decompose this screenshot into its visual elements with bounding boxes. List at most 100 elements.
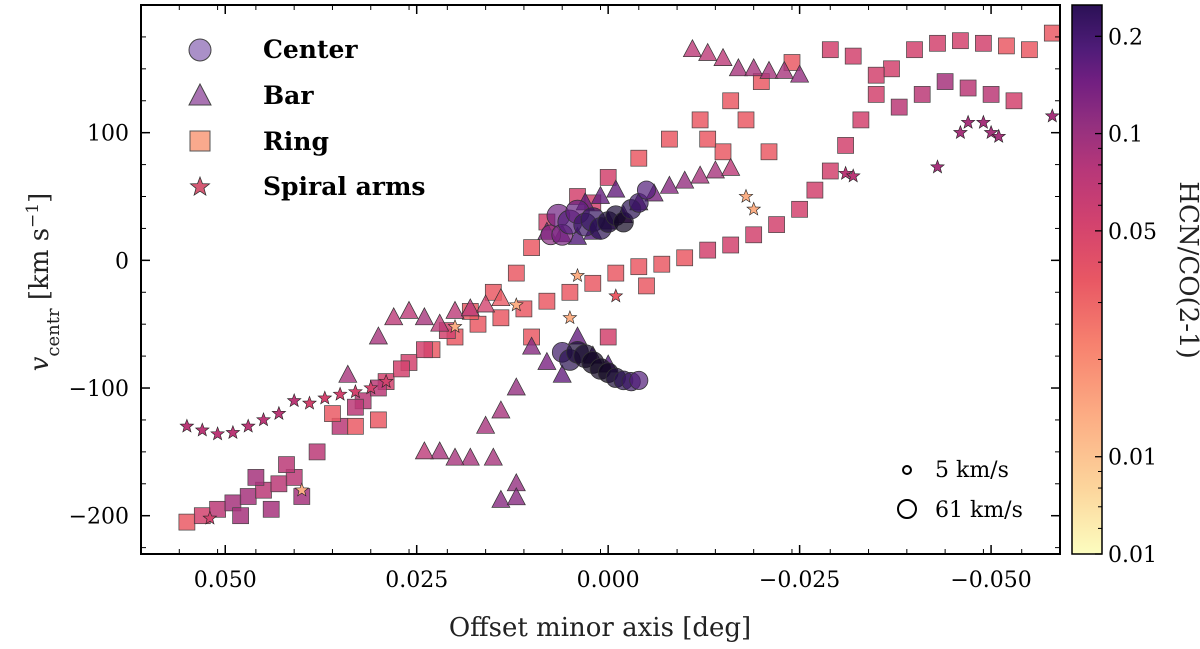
- spiral-arms-point-13: [378, 373, 394, 388]
- ring-point-39: [867, 86, 885, 103]
- y-axis-title-subscript: centr: [43, 308, 64, 357]
- bar-point-47: [368, 326, 388, 345]
- bar-point-43: [414, 307, 434, 326]
- y-axis-title: vcentr [km s−1]: [23, 193, 64, 372]
- ring-point-61: [661, 130, 678, 148]
- spiral-arms-point-11: [347, 384, 363, 399]
- legend-marker-bar: [188, 82, 212, 106]
- ring-point-35: [806, 181, 824, 199]
- colorbar-ticks: 0.2 0.1 0.05 0.01 0.01: [1095, 25, 1157, 568]
- bar-point-18: [713, 47, 733, 66]
- spiral-arms-point-28: [975, 114, 991, 129]
- x-axis: 0.050 0.025 0.000 −0.025 −0.050: [140, 5, 1061, 593]
- ring-point-13: [308, 443, 326, 461]
- ring-point-59: [722, 92, 740, 110]
- ring-point-81: [714, 143, 732, 161]
- bar-point-14: [590, 185, 611, 204]
- spiral-arms-point-18: [562, 309, 578, 325]
- ring-point-53: [1005, 92, 1023, 110]
- size-legend-large-marker: [897, 499, 917, 519]
- bar-point-15: [606, 179, 626, 198]
- ring-point-36: [821, 162, 839, 180]
- ring-point-44: [975, 34, 992, 52]
- bar-point-33: [460, 447, 480, 466]
- bar-point-21: [759, 60, 779, 79]
- center-point-13: [636, 180, 656, 200]
- ring-point-33: [768, 216, 785, 233]
- x-tick-label: 0.050: [194, 568, 257, 593]
- x-tick-label: 0.000: [577, 568, 640, 593]
- ring-point-43: [952, 32, 969, 50]
- colorbar-tick-label: 0.1: [1108, 123, 1143, 148]
- colorbar: 0.2 0.1 0.05 0.01 0.01 HCN/CO(2-1): [1071, 4, 1200, 568]
- spiral-arms-point-24: [845, 168, 861, 183]
- bar-point-25: [537, 351, 557, 370]
- spiral-arms-point-21: [738, 188, 754, 203]
- y-axis-title-superscript: −1: [23, 203, 43, 228]
- bar-point-17: [698, 42, 718, 61]
- y-tick-label: 100: [87, 122, 129, 147]
- y-tick-label: 0: [115, 249, 129, 274]
- bar-point-45: [476, 294, 496, 313]
- bar-point-42: [430, 313, 450, 332]
- spiral-arms-point-2: [210, 426, 226, 441]
- ring-point-75: [324, 405, 341, 422]
- colorbar-gradient: [1071, 4, 1103, 555]
- bar-point-48: [338, 364, 358, 383]
- ring-point-45: [998, 37, 1015, 55]
- ring-point-66: [523, 239, 540, 256]
- spiral-arms-point-26: [952, 124, 968, 140]
- ring-point-31: [722, 236, 740, 254]
- spiral-arms-point-30: [991, 128, 1007, 143]
- spiral-arms-point-23: [838, 165, 854, 180]
- x-tick-label: 0.025: [385, 568, 448, 593]
- spiral-arms-point-15: [294, 482, 310, 497]
- legend-label-bar: Bar: [263, 81, 314, 110]
- spiral-arms-point-8: [302, 395, 317, 410]
- ring-point-76: [347, 417, 364, 435]
- bar-point-20: [744, 58, 764, 77]
- center-point-24: [629, 370, 649, 390]
- bar-point-38: [491, 489, 511, 508]
- size-legend-large-label: 61 km/s: [935, 498, 1023, 523]
- bar-point-9: [675, 170, 695, 189]
- ring-point-41: [906, 41, 923, 59]
- bar-point-31: [491, 400, 511, 419]
- ring-point-29: [676, 249, 694, 267]
- bar-point-32: [476, 415, 496, 434]
- bar-point-49: [384, 307, 404, 326]
- legend: Center Bar Ring Spiral arms: [188, 35, 426, 201]
- spiral-arms-point-22: [746, 201, 762, 216]
- bar-point-16: [682, 38, 702, 58]
- bar-point-26: [552, 364, 572, 383]
- bar-point-41: [445, 300, 465, 319]
- legend-label-center: Center: [263, 35, 358, 64]
- ring-point-26: [607, 264, 625, 282]
- bar-point-40: [483, 447, 503, 466]
- colorbar-tick-label: 0.05: [1108, 220, 1157, 245]
- spiral-arms-point-14: [202, 510, 218, 525]
- spiral-arms-point-20: [608, 288, 624, 303]
- ring-point-28: [653, 255, 671, 273]
- spiral-arms-point-25: [930, 159, 945, 174]
- ring-point-2: [209, 500, 226, 518]
- spiral-arms-point-27: [960, 114, 976, 129]
- bar-point-24: [522, 336, 542, 355]
- bar-point-35: [430, 441, 450, 460]
- legend-marker-spiral-arms: [189, 175, 211, 197]
- bar-point-22: [774, 60, 794, 79]
- ring-point-54: [867, 66, 885, 84]
- spiral-arms-point-12: [363, 380, 379, 395]
- legend-label-spiral-arms: Spiral arms: [263, 172, 426, 201]
- ring-point-67: [507, 264, 525, 282]
- ring-point-56: [821, 41, 839, 59]
- ring-point-48: [890, 98, 908, 116]
- ring-point-77: [370, 411, 387, 429]
- ring-point-4: [239, 488, 257, 505]
- ring-point-27: [630, 258, 648, 276]
- ring-point-51: [959, 79, 977, 97]
- spiral-arms-point-17: [508, 297, 524, 312]
- ring-point-49: [913, 86, 931, 103]
- ring-point-46: [1021, 41, 1038, 59]
